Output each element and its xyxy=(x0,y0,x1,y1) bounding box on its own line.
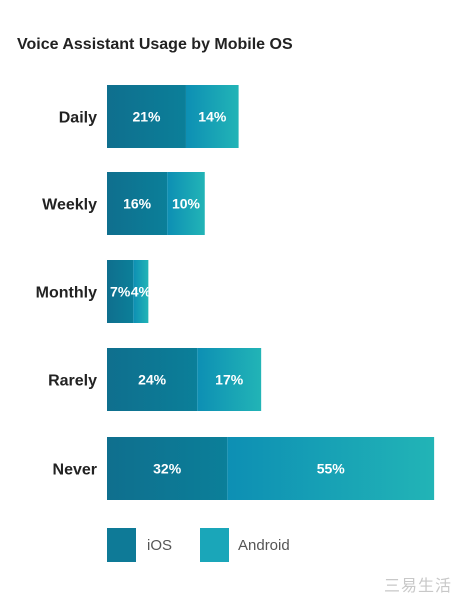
data-label-ios-daily: 21% xyxy=(132,109,161,125)
category-label-weekly: Weekly xyxy=(42,197,97,214)
data-label-ios-monthly: 7% xyxy=(110,284,131,300)
bar-ios-daily xyxy=(107,85,186,148)
bar-ios-never xyxy=(107,437,228,500)
bar-ios-rarely xyxy=(107,348,198,411)
bar-ios-monthly xyxy=(107,260,134,323)
category-label-daily: Daily xyxy=(59,110,97,127)
legend-label-ios: iOS xyxy=(147,537,172,554)
category-label-never: Never xyxy=(53,462,97,479)
data-label-android-daily: 14% xyxy=(198,109,227,125)
data-label-android-weekly: 10% xyxy=(172,196,201,212)
legend-label-android: Android xyxy=(238,537,290,554)
category-label-monthly: Monthly xyxy=(36,285,97,302)
watermark: 三易生活 xyxy=(383,576,452,595)
bar-android-weekly xyxy=(167,172,205,235)
bar-ios-weekly xyxy=(107,172,168,235)
category-label-rarely: Rarely xyxy=(48,373,97,390)
bar-android-rarely xyxy=(197,348,262,411)
data-label-ios-never: 32% xyxy=(153,461,182,477)
bar-android-never xyxy=(227,437,435,500)
bar-android-monthly xyxy=(133,260,149,323)
data-label-ios-weekly: 16% xyxy=(123,196,152,212)
legend-swatch-ios xyxy=(107,528,136,562)
chart-title: Voice Assistant Usage by Mobile OS xyxy=(17,36,293,53)
data-label-ios-rarely: 24% xyxy=(138,372,167,388)
data-label-android-monthly: 4% xyxy=(131,284,152,300)
legend-swatch-android xyxy=(200,528,229,562)
data-label-android-never: 55% xyxy=(317,461,346,477)
bar-android-daily xyxy=(185,85,239,148)
data-label-android-rarely: 17% xyxy=(215,372,244,388)
